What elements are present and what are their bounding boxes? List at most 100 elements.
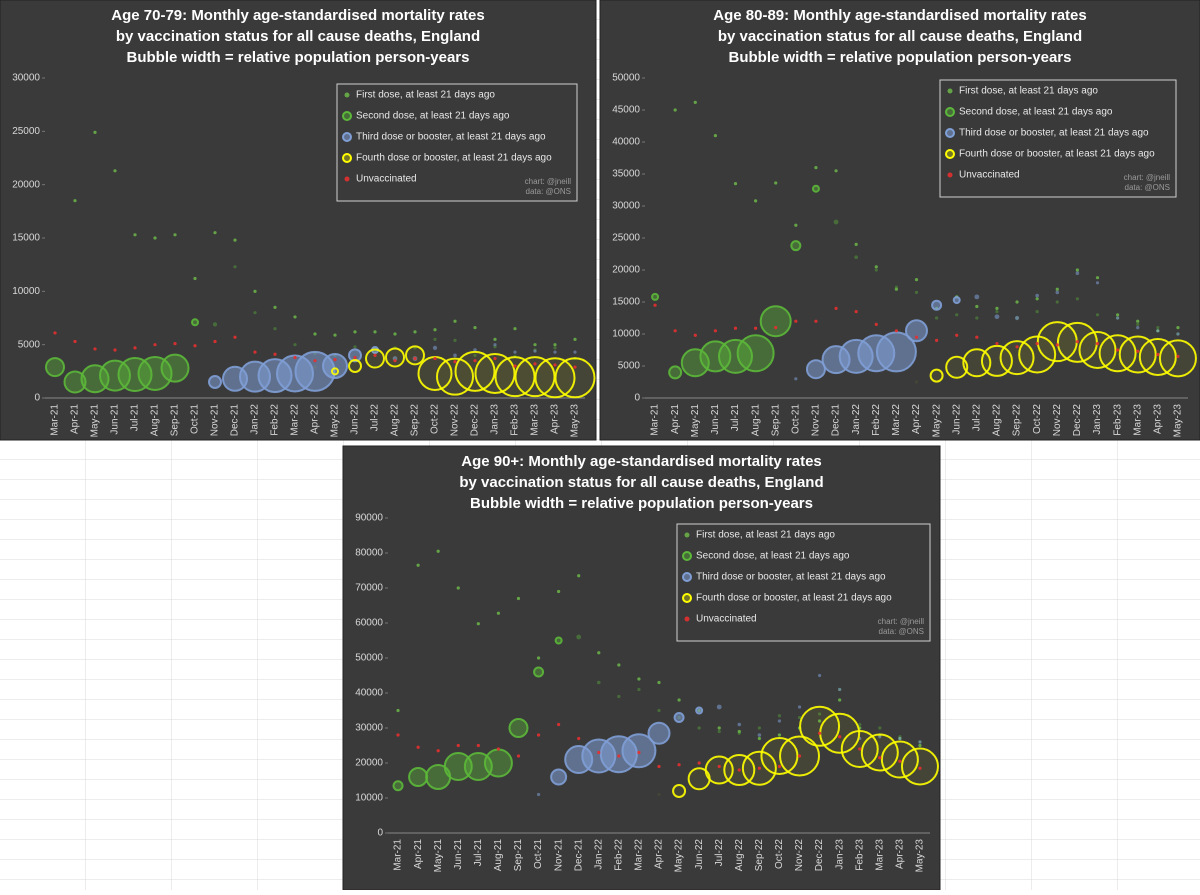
legend-label: Unvaccinated bbox=[696, 614, 757, 625]
y-tick-label: 30000 bbox=[12, 73, 40, 84]
x-tick-label: Apr-23 bbox=[1152, 404, 1163, 434]
bubble bbox=[790, 240, 802, 252]
bubble bbox=[416, 745, 420, 749]
bubble bbox=[952, 296, 961, 305]
bubble bbox=[697, 761, 701, 765]
bubble bbox=[718, 338, 753, 374]
bubble bbox=[554, 357, 596, 399]
bubble bbox=[874, 322, 878, 326]
bubble bbox=[657, 764, 661, 769]
x-tick-label: Feb-23 bbox=[510, 404, 521, 436]
bubble bbox=[348, 359, 362, 373]
x-tick-label: Oct-22 bbox=[430, 404, 441, 434]
y-tick-label: 90000 bbox=[355, 513, 383, 524]
bubble bbox=[436, 749, 440, 753]
bubble bbox=[797, 715, 802, 720]
bubble bbox=[657, 680, 661, 685]
y-tick-label: 10000 bbox=[12, 286, 40, 297]
legend-label: First dose, at least 21 days ago bbox=[356, 90, 495, 101]
bubble bbox=[1136, 322, 1140, 326]
bubble bbox=[894, 287, 898, 291]
bubble bbox=[713, 134, 717, 138]
bubble bbox=[1055, 290, 1060, 295]
bubble bbox=[533, 666, 545, 678]
x-tick-label: Mar-21 bbox=[393, 839, 404, 871]
bubble bbox=[994, 314, 1000, 320]
x-tick-label: Sep-21 bbox=[770, 404, 781, 437]
bubble bbox=[814, 166, 818, 170]
bubble bbox=[935, 338, 939, 342]
bubble bbox=[493, 343, 497, 347]
bubble bbox=[233, 238, 237, 242]
bubble bbox=[858, 747, 862, 751]
bubble bbox=[914, 380, 919, 384]
x-tick-label: Feb-23 bbox=[1112, 404, 1123, 436]
bubble bbox=[392, 780, 404, 792]
bubble bbox=[416, 563, 420, 567]
bubble bbox=[553, 346, 557, 350]
bubble bbox=[408, 767, 429, 787]
bubble bbox=[433, 356, 437, 361]
bubble bbox=[918, 740, 922, 744]
bubble bbox=[348, 348, 362, 363]
bubble bbox=[405, 345, 425, 366]
chart-title: by vaccination status for all cause deat… bbox=[459, 474, 823, 491]
legend-marker bbox=[682, 593, 692, 603]
bubble bbox=[533, 349, 537, 353]
legend-label: Unvaccinated bbox=[959, 170, 1020, 181]
bubble bbox=[133, 346, 137, 350]
bubble bbox=[860, 733, 899, 772]
x-tick-label: Mar-23 bbox=[1132, 404, 1143, 436]
credit-note: data: @ONS bbox=[1125, 183, 1170, 192]
bubble bbox=[1035, 293, 1039, 298]
bubble bbox=[677, 698, 681, 702]
legend-label: Second dose, at least 21 days ago bbox=[356, 111, 510, 122]
bubble bbox=[673, 712, 685, 723]
bubble bbox=[777, 719, 782, 723]
bubble bbox=[737, 729, 741, 734]
bubble bbox=[1156, 329, 1160, 333]
bubble bbox=[1176, 332, 1180, 336]
x-tick-label: May-23 bbox=[915, 839, 926, 873]
bubble bbox=[878, 756, 882, 760]
bubble bbox=[493, 337, 497, 341]
bubble bbox=[794, 377, 798, 381]
bubble bbox=[733, 326, 738, 330]
x-tick-label: Jan-23 bbox=[1092, 404, 1103, 435]
bubble bbox=[918, 743, 922, 748]
bubble bbox=[1075, 271, 1080, 276]
bubble bbox=[476, 743, 480, 748]
bubble bbox=[737, 731, 741, 735]
bubble bbox=[153, 343, 157, 347]
bubble bbox=[313, 332, 317, 336]
bubble bbox=[833, 219, 839, 225]
bubble bbox=[1018, 335, 1057, 374]
bubble bbox=[473, 359, 477, 363]
legend-marker bbox=[682, 551, 692, 561]
bubble bbox=[817, 712, 822, 716]
bubble bbox=[1095, 281, 1100, 285]
x-tick-label: May-23 bbox=[570, 404, 581, 438]
y-tick-label: 15000 bbox=[612, 297, 640, 308]
bubble bbox=[473, 353, 477, 357]
x-tick-label: Apr-21 bbox=[670, 404, 681, 434]
x-tick-label: Apr-22 bbox=[911, 404, 922, 434]
bubble bbox=[396, 708, 400, 713]
x-tick-label: May-22 bbox=[674, 839, 685, 873]
bubble bbox=[914, 278, 919, 282]
bubble bbox=[413, 330, 417, 334]
legend-box bbox=[336, 83, 578, 202]
chart-title: by vaccination status for all cause deat… bbox=[718, 28, 1082, 45]
y-tick-label: 45000 bbox=[612, 105, 640, 116]
bubble bbox=[597, 750, 601, 755]
bubble bbox=[63, 370, 87, 394]
legend-label: Fourth dose or booster, at least 21 days… bbox=[959, 149, 1155, 160]
bubble bbox=[1116, 348, 1120, 352]
bubble bbox=[673, 329, 677, 333]
legend-marker bbox=[945, 128, 955, 138]
bubble bbox=[1035, 297, 1039, 301]
bubble bbox=[878, 726, 882, 730]
bubble bbox=[797, 754, 802, 758]
bubble bbox=[1035, 342, 1039, 346]
bubble bbox=[1176, 326, 1180, 330]
